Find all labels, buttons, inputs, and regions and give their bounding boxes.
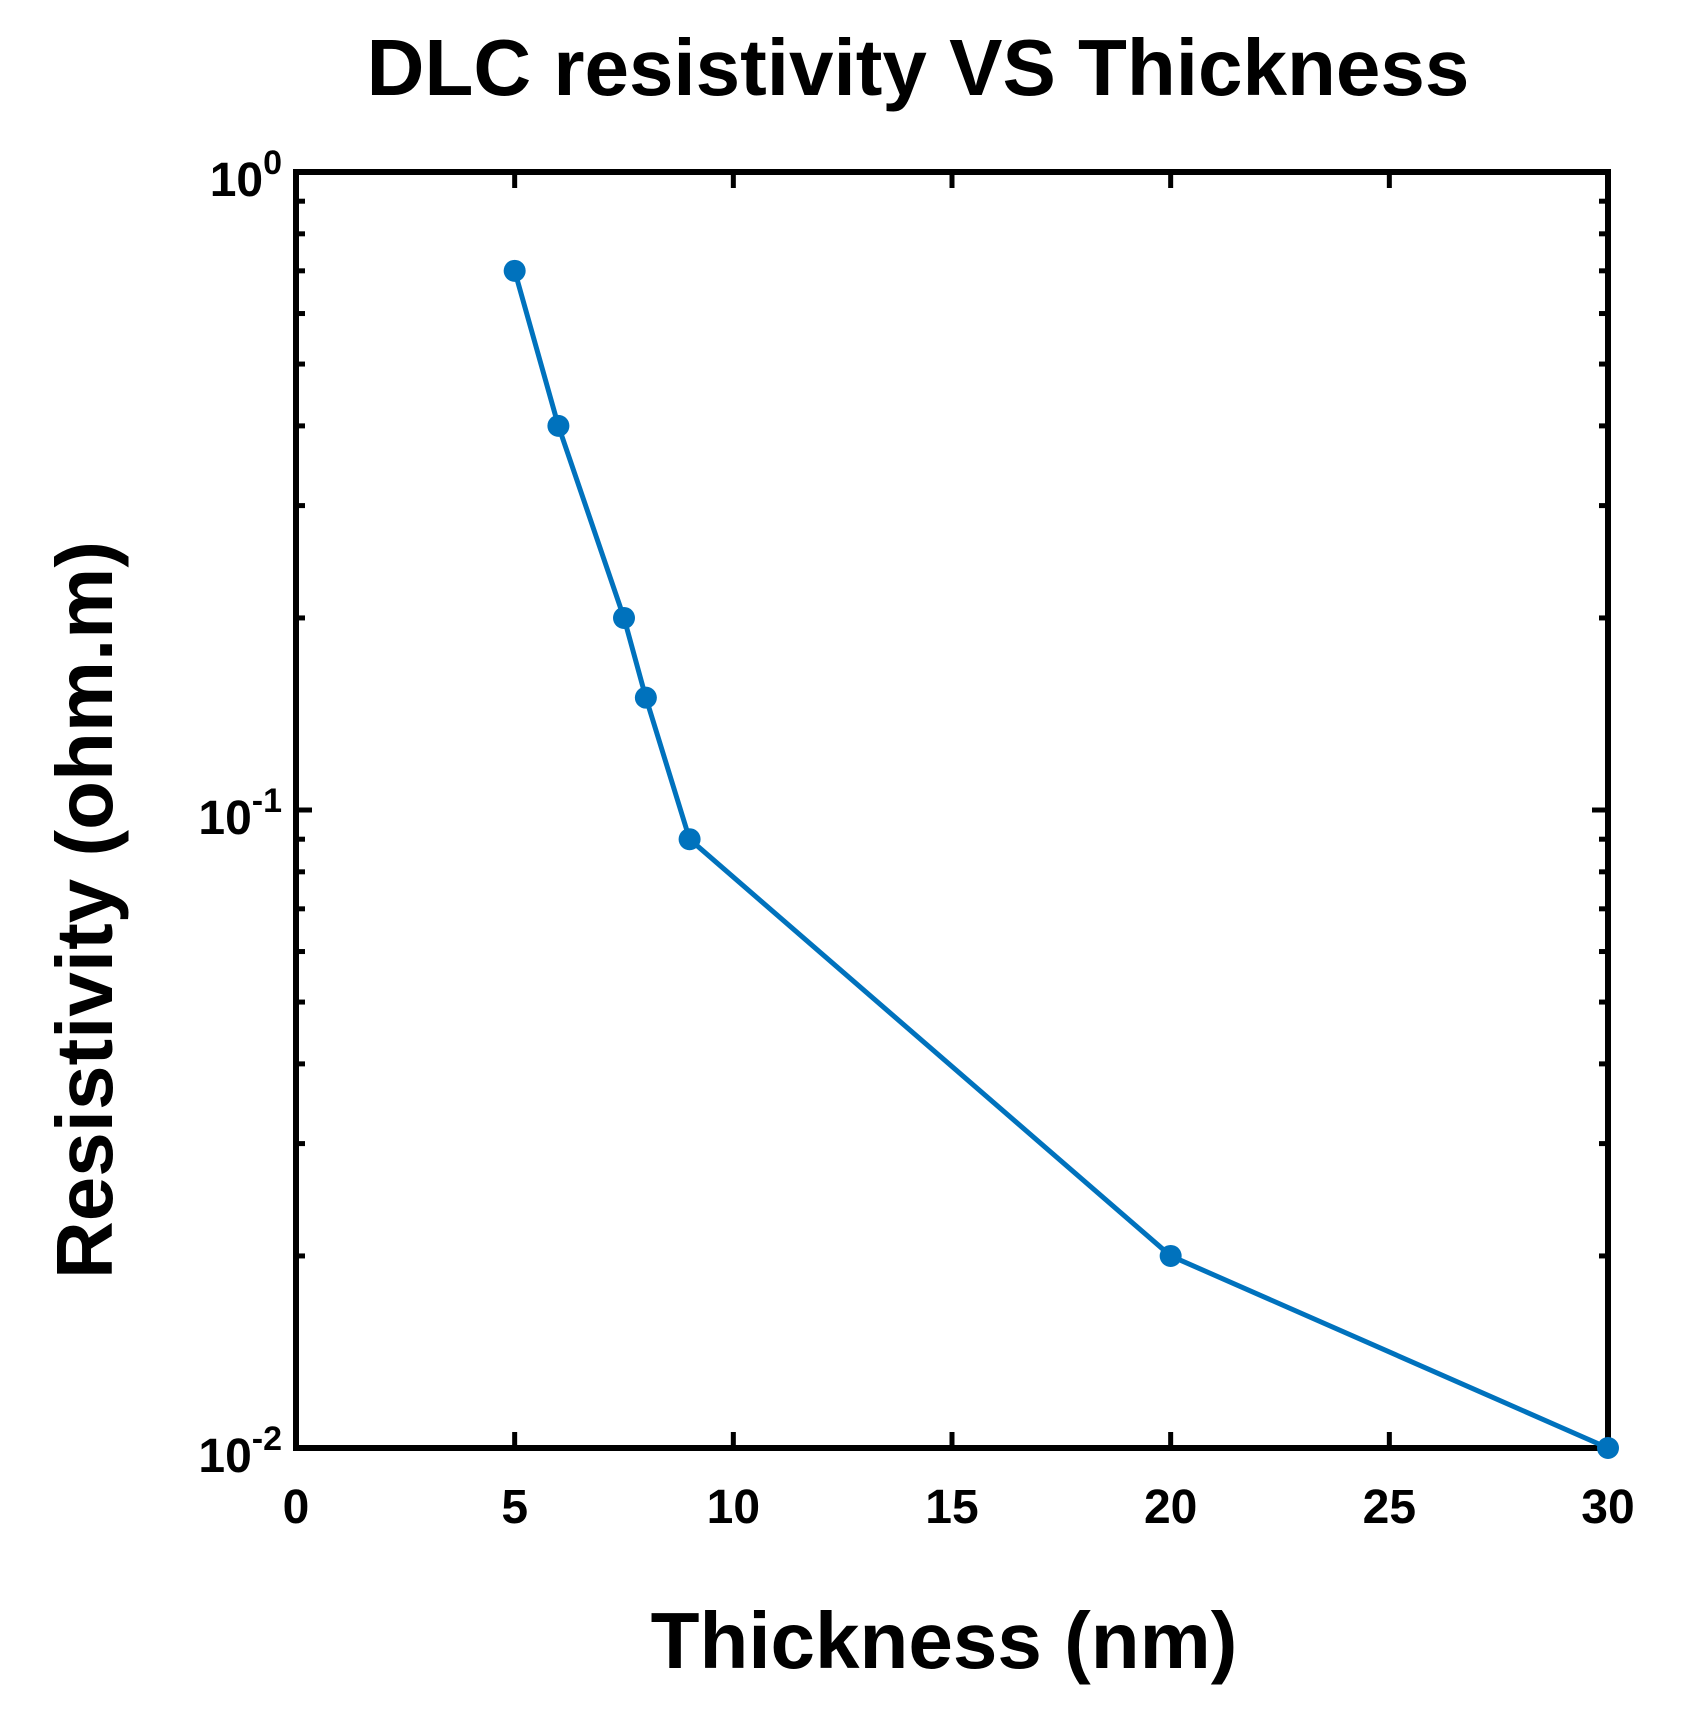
data-point [678,828,701,851]
data-point [503,259,526,282]
x-tick-label: 15 [925,1481,978,1534]
plot-area [293,169,1611,1451]
y-tick-label: 100 [210,144,282,207]
x-tick-label: 0 [283,1481,310,1534]
data-point [1597,1437,1619,1459]
data-point [1159,1244,1182,1267]
x-axis-label: Thickness (nm) [651,1596,1238,1685]
series-layer [503,259,1619,1459]
x-tick-label: 20 [1144,1481,1197,1534]
x-tick-label: 5 [501,1481,528,1534]
x-tick-label: 10 [707,1481,760,1534]
y-tick-label: 10-1 [198,782,282,845]
data-point [613,606,635,629]
x-tick-labels: 0 5 10 15 20 25 30 [283,1481,1635,1534]
data-point [547,414,570,437]
y-tick-labels: 100 10-1 10-2 [198,144,282,1483]
chart-title: DLC resistivity VS Thickness [367,23,1470,112]
y-tick-label: 10-2 [198,1420,282,1483]
x-tick-label: 25 [1363,1481,1416,1534]
x-tick-label: 30 [1581,1481,1634,1534]
data-point [634,686,657,709]
y-axis-label: Resistivity (ohm.m) [40,541,129,1279]
